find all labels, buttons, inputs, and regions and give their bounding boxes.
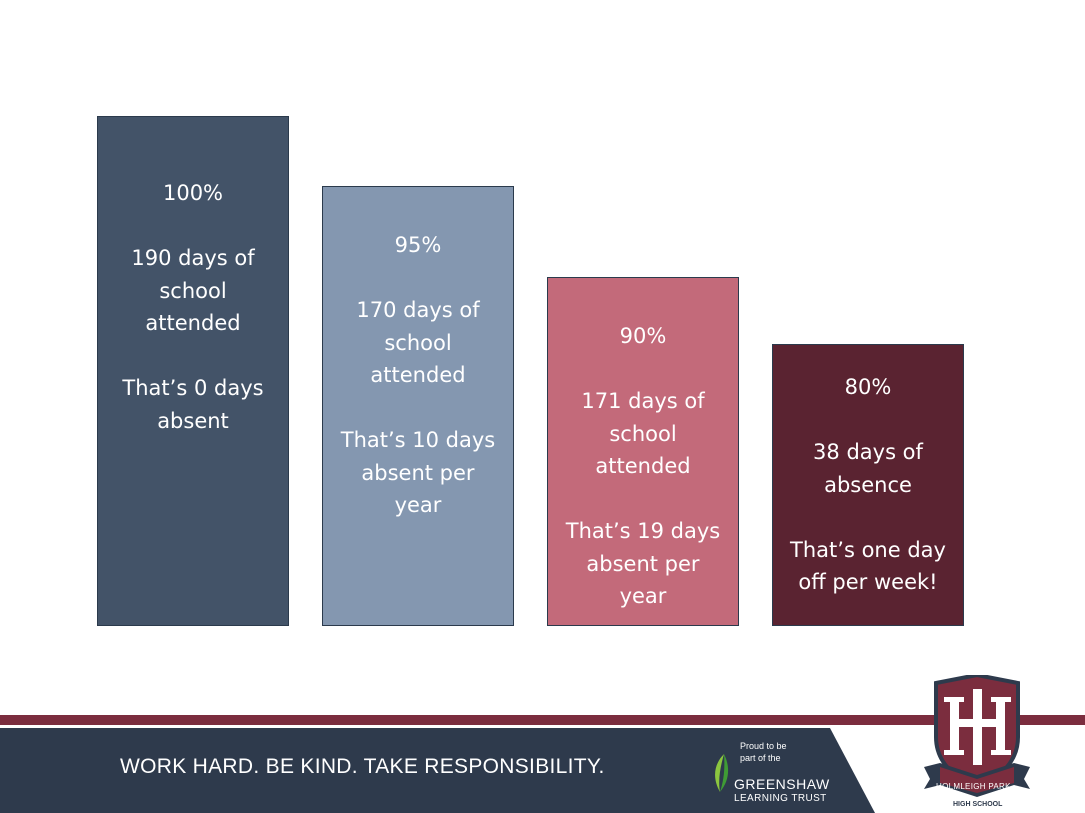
bar-3-label-0: 80%: [844, 375, 892, 399]
bar-1-label-6: That’s 10 days: [340, 428, 496, 452]
bar-0-label-6: That’s 0 days: [122, 376, 264, 400]
bar-1-label-7: absent per: [361, 460, 475, 485]
bar-0-label-2: 190 days of: [131, 246, 255, 270]
bar-0-label-3: school: [159, 278, 227, 303]
bar-1-label-3: school: [384, 330, 452, 355]
bar-1-label-8: year: [394, 493, 442, 517]
bar-3: 80% 38 days of absence That’s one day off pe…: [772, 344, 964, 626]
bar-2-label-4: attended: [595, 454, 691, 478]
bar-0-label-7: absent: [157, 408, 229, 433]
bar-3-label-3: absence: [824, 472, 912, 497]
bar-2-label-7: absent per: [586, 551, 700, 576]
bar-1: 95% 170 days of school attended That’s 10 da…: [322, 186, 514, 626]
attendance-bar-chart: 100% 190 days of school attended That’s 0 da…: [97, 116, 964, 626]
bar-0: 100% 190 days of school attended That’s 0 da…: [97, 116, 289, 626]
bar-2: 90% 171 days of school attended That’s 19 da…: [547, 277, 739, 626]
bar-1-label-4: attended: [370, 363, 466, 387]
crest-sub: HIGH SCHOOL: [953, 801, 1003, 808]
bar-2-label-6: That’s 19 days: [565, 519, 721, 543]
footer-stripe: [0, 715, 1085, 725]
trust-proud-line1: Proud to be: [740, 741, 787, 751]
bar-2-label-8: year: [619, 584, 667, 608]
trust-proud-text: Proud to be part of the: [740, 740, 787, 764]
crest-name: HOLMLEIGH PARK: [936, 782, 1011, 791]
leaf-icon: [715, 754, 729, 792]
bar-2-label-2: 171 days of: [581, 389, 705, 413]
school-motto: WORK HARD. BE KIND. TAKE RESPONSIBILITY.: [120, 755, 605, 778]
bar-0-label-0: 100%: [162, 181, 224, 205]
trust-name-line1: GREENSHAW: [734, 776, 830, 792]
bar-2-label-3: school: [609, 421, 677, 446]
bar-2-label-0: 90%: [619, 324, 667, 348]
bar-1-label-2: 170 days of: [356, 298, 480, 322]
bar-3-label-6: off per week!: [798, 570, 938, 594]
bar-1-label-0: 95%: [394, 233, 442, 257]
bar-0-label-4: attended: [145, 311, 241, 335]
footer-stripe-gap: [0, 725, 1085, 728]
bar-3-label-5: That’s one day: [790, 537, 946, 562]
trust-proud-line2: part of the: [740, 753, 781, 763]
trust-name-line2: LEARNING TRUST: [734, 793, 827, 804]
bar-3-label-2: 38 days of: [813, 440, 923, 464]
school-crest-icon: [924, 675, 1030, 797]
trust-logo: Proud to be part of the GREENSHAW LEARNI…: [710, 740, 835, 810]
footer-band: [0, 728, 875, 813]
